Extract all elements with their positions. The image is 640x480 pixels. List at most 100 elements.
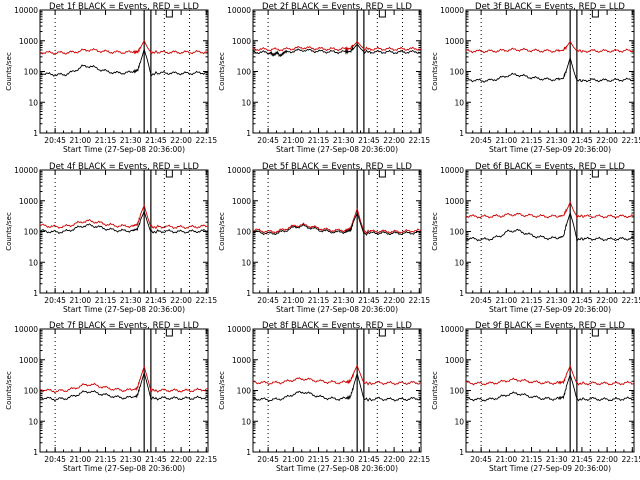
x-tick-label: 20:45	[44, 296, 66, 305]
x-tick-label: 22:00	[383, 455, 405, 464]
x-tick-label: 22:00	[170, 136, 192, 145]
events-series-line	[39, 371, 209, 402]
x-tick-label: 22:00	[170, 455, 192, 464]
x-tick-label: 20:45	[470, 296, 492, 305]
x-tick-label: 20:45	[470, 136, 492, 145]
y-tick-label: 100	[450, 68, 465, 77]
y-axis-label: Counts/sec	[431, 371, 439, 410]
x-tick-label: 21:45	[358, 296, 380, 305]
x-tick-label: 21:45	[358, 455, 380, 464]
events-series-line	[39, 48, 209, 77]
x-tick-label: 21:00	[70, 296, 92, 305]
x-tick-label: 21:45	[571, 296, 593, 305]
y-tick-label: 1	[246, 289, 251, 298]
x-tick-label: 21:30	[546, 455, 568, 464]
x-tick-label: 20:45	[44, 455, 66, 464]
top-box-marker	[165, 9, 173, 18]
chart-panel: Det 1f BLACK = Events, RED = LLD Counts/s…	[5, 2, 217, 154]
y-tick-label: 1	[246, 448, 251, 457]
x-tick-label: 22:15	[409, 296, 431, 305]
x-tick-label: 21:15	[521, 455, 543, 464]
chart-title: Det 7f BLACK = Events, RED = LLD	[49, 321, 199, 331]
x-tick-label: 20:45	[44, 136, 66, 145]
x-tick-label: 22:15	[196, 136, 218, 145]
x-tick-label: 22:15	[622, 296, 640, 305]
top-box-marker	[165, 328, 173, 337]
top-box-marker	[591, 9, 599, 18]
y-tick-label: 100	[450, 387, 465, 396]
y-tick-label: 10	[454, 417, 464, 426]
y-tick-label: 1000	[445, 356, 464, 365]
chart-title: Det 5f BLACK = Events, RED = LLD	[262, 162, 412, 172]
y-tick-label: 100	[450, 228, 465, 237]
y-tick-label: 1000	[232, 356, 251, 365]
y-axis-label: Counts/sec	[218, 371, 226, 410]
events-series-line	[465, 56, 635, 83]
y-tick-label: 1	[246, 129, 251, 138]
x-tick-label: 22:00	[383, 136, 405, 145]
x-axis-label: Start Time (27-Sep-08 20:36:00)	[63, 464, 185, 473]
x-tick-label: 21:15	[95, 296, 117, 305]
y-tick-label: 10	[454, 258, 464, 267]
y-tick-label: 100	[237, 68, 252, 77]
y-tick-label: 1000	[19, 197, 38, 206]
chart-title: Det 3f BLACK = Events, RED = LLD	[475, 2, 625, 12]
x-tick-label: 21:30	[546, 296, 568, 305]
y-tick-label: 1000	[232, 197, 251, 206]
x-axis-label: Start Time (27-Sep-08 20:36:00)	[63, 145, 185, 154]
x-tick-label: 21:00	[283, 455, 305, 464]
x-tick-label: 21:15	[521, 296, 543, 305]
y-tick-label: 10000	[14, 6, 38, 15]
x-tick-label: 21:15	[308, 455, 330, 464]
y-tick-label: 1000	[19, 356, 38, 365]
top-box-marker	[378, 9, 386, 18]
x-tick-label: 20:45	[257, 455, 279, 464]
y-tick-label: 1000	[232, 37, 251, 46]
plot-frame	[252, 9, 422, 134]
x-tick-label: 21:45	[145, 455, 167, 464]
x-tick-label: 21:15	[521, 136, 543, 145]
events-series-line	[465, 211, 635, 243]
x-tick-label: 21:00	[496, 455, 518, 464]
x-tick-label: 22:00	[596, 296, 618, 305]
y-tick-label: 10	[241, 258, 251, 267]
y-tick-label: 10000	[440, 325, 464, 334]
y-tick-label: 10000	[14, 166, 38, 175]
x-tick-label: 22:15	[196, 455, 218, 464]
x-tick-label: 22:00	[170, 296, 192, 305]
lld-series-line	[39, 39, 209, 55]
x-tick-label: 20:45	[470, 455, 492, 464]
lld-series-line	[252, 40, 422, 52]
y-tick-label: 1000	[19, 37, 38, 46]
x-axis-label: Start Time (27-Sep-09 20:36:00)	[489, 464, 611, 473]
chart-title: Det 9f BLACK = Events, RED = LLD	[475, 321, 625, 331]
chart-title: Det 6f BLACK = Events, RED = LLD	[475, 162, 625, 172]
chart-title: Det 4f BLACK = Events, RED = LLD	[49, 162, 199, 172]
y-tick-label: 1000	[445, 37, 464, 46]
x-tick-label: 21:45	[358, 136, 380, 145]
x-tick-label: 21:15	[95, 455, 117, 464]
plot-frame	[465, 169, 635, 294]
y-tick-label: 10	[454, 98, 464, 107]
x-tick-label: 21:00	[496, 296, 518, 305]
y-tick-label: 1	[33, 129, 38, 138]
top-box-marker	[591, 169, 599, 178]
x-axis-label: Start Time (27-Sep-08 20:36:00)	[276, 305, 398, 314]
y-tick-label: 1	[459, 289, 464, 298]
x-tick-label: 21:00	[70, 136, 92, 145]
chart-title: Det 8f BLACK = Events, RED = LLD	[262, 321, 412, 331]
lld-series-line	[465, 364, 635, 386]
y-tick-label: 100	[24, 387, 39, 396]
x-tick-label: 21:15	[308, 136, 330, 145]
x-tick-label: 21:00	[283, 296, 305, 305]
x-tick-label: 21:30	[333, 136, 355, 145]
y-tick-label: 10000	[227, 325, 251, 334]
y-tick-label: 1000	[445, 197, 464, 206]
lld-series-line	[465, 201, 635, 220]
x-axis-label: Start Time (27-Sep-09 20:36:00)	[489, 305, 611, 314]
y-axis-label: Counts/sec	[5, 52, 13, 91]
y-axis-label: Counts/sec	[431, 212, 439, 251]
x-tick-label: 21:00	[283, 136, 305, 145]
x-tick-label: 21:30	[120, 136, 142, 145]
y-axis-label: Counts/sec	[5, 212, 13, 251]
